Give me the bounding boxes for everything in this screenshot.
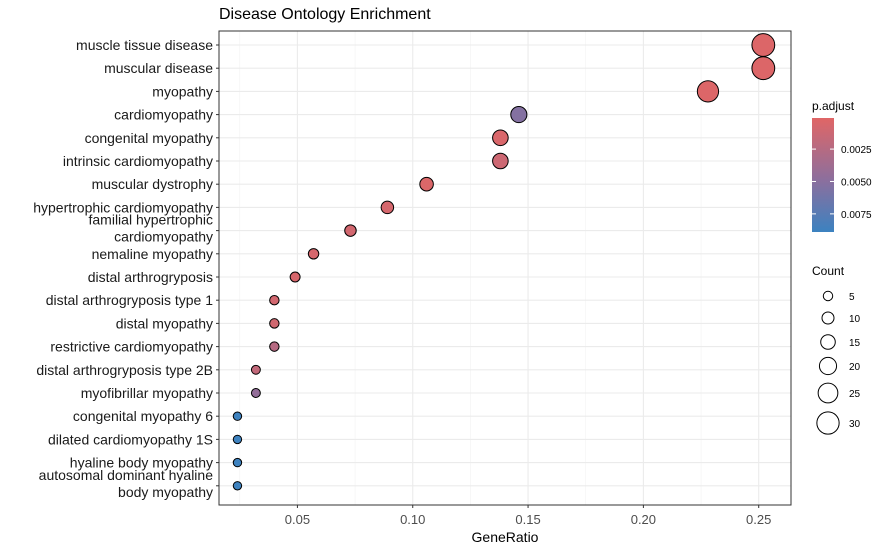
x-tick-label: 0.05 [285, 512, 310, 527]
color-legend-title: p.adjust [812, 99, 855, 113]
y-axis: muscle tissue disease muscular disease myo… [33, 37, 219, 500]
color-legend-bar [812, 118, 834, 232]
data-point [250, 364, 261, 375]
data-point [232, 457, 243, 468]
y-tick-label: distal arthrogryposis [88, 269, 213, 285]
y-tick-label: intrinsic cardiomyopathy [63, 153, 213, 169]
size-legend-key [820, 334, 836, 350]
data-point [307, 248, 320, 260]
size-legend-key [818, 356, 838, 376]
data-point [492, 152, 509, 170]
y-tick-label: muscle tissue disease [76, 37, 213, 53]
y-tick-label: myopathy [152, 83, 213, 99]
x-tick-label: 0.15 [515, 512, 540, 527]
y-tick-label: hyaline body myopathy [70, 455, 213, 471]
size-legend-label: 25 [849, 389, 861, 400]
data-point [250, 388, 261, 398]
data-point [344, 224, 357, 237]
data-point [269, 318, 280, 329]
color-legend: p.adjust 0.0025 0.0050 0.0075 [812, 99, 872, 232]
size-legend-label: 30 [849, 419, 861, 430]
x-tick-label: 0.10 [400, 512, 425, 527]
x-axis-label: GeneRatio [472, 529, 539, 545]
y-tick-label: nemaline myopathy [92, 246, 213, 262]
y-tick-label: distal arthrogryposis type 1 [46, 292, 214, 308]
chart-title: Disease Ontology Enrichment [219, 6, 431, 23]
x-tick-label: 0.20 [631, 512, 656, 527]
size-legend-title: Count [812, 264, 845, 278]
data-point [269, 341, 280, 352]
y-tick-label: congenital myopathy [85, 130, 213, 146]
data-point [492, 129, 509, 147]
x-tick-label: 0.25 [746, 512, 771, 527]
size-legend-label: 15 [849, 338, 861, 349]
data-point [419, 176, 434, 192]
x-axis: 0.05 0.10 0.15 0.20 0.25 [285, 505, 771, 527]
data-points [232, 33, 776, 491]
data-point [289, 271, 301, 283]
data-point [696, 80, 720, 103]
size-legend: Count 5 10 15 20 25 30 [812, 264, 861, 435]
size-legend-key [817, 382, 839, 404]
data-point [751, 33, 776, 57]
data-point [232, 481, 243, 491]
y-tick-label: distal arthrogryposis type 2B [36, 362, 213, 378]
color-legend-label: 0.0025 [841, 145, 872, 156]
y-tick-label: distal myopathy [116, 315, 213, 331]
y-tick-label: muscular dystrophy [92, 176, 213, 192]
size-legend-key [816, 411, 840, 435]
y-tick-label: cardiomyopathy [114, 107, 213, 123]
data-point [751, 56, 776, 81]
color-legend-label: 0.0050 [841, 177, 872, 188]
data-point [232, 411, 243, 421]
size-legend-label: 20 [849, 362, 861, 373]
grid [219, 31, 791, 505]
y-tick-label: muscular disease [104, 60, 213, 76]
y-tick-label: hypertrophic cardiomyopathy [33, 199, 213, 215]
plot-panel-border [218, 30, 792, 506]
size-legend-key [822, 290, 834, 302]
y-tick-label: familial hypertrophic cardiomyopathy [89, 212, 214, 245]
y-tick-label: myofibrillar myopathy [81, 385, 213, 401]
y-tick-label: restrictive cardiomyopathy [50, 339, 213, 355]
data-point [380, 200, 395, 215]
data-point [510, 106, 528, 124]
color-legend-label: 0.0075 [841, 210, 872, 221]
size-legend-label: 5 [849, 292, 855, 303]
data-point [232, 434, 243, 445]
y-tick-label: dilated cardiomyopathy 1S [48, 431, 213, 447]
size-legend-label: 10 [849, 314, 861, 325]
data-point [269, 294, 280, 306]
y-tick-label: congenital myopathy 6 [73, 408, 213, 424]
y-tick-label: autosomal dominant hyaline body myopathy [39, 467, 214, 500]
size-legend-key [821, 311, 835, 325]
